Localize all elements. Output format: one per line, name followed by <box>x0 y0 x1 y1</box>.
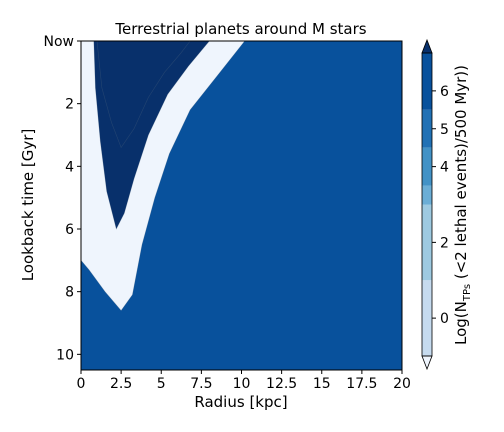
colorbar-tick-label: 5 <box>440 122 449 138</box>
y-axis: Now 2 4 6 8 10 <box>44 34 81 363</box>
colorbar-segment <box>422 280 432 356</box>
colorbar-segment <box>422 204 432 281</box>
colorbar-segment <box>422 185 432 205</box>
y-tick-label: 2 <box>65 97 74 113</box>
colorbar-ticks: 0 2 4 5 6 <box>432 84 449 327</box>
colorbar-tick-label: 0 <box>440 311 449 327</box>
y-tick-label: 6 <box>65 222 74 238</box>
colorbar-label-subscript: TPs <box>462 284 473 302</box>
x-tick-label: 2.5 <box>110 376 132 392</box>
y-tick-label: Now <box>44 34 75 50</box>
colorbar-label-suffix: (<2 lethal events)/500 Myr)) <box>452 65 470 284</box>
x-tick-label: 7.5 <box>190 376 212 392</box>
x-tick-label: 20 <box>393 376 411 392</box>
colorbar-tick-label: 4 <box>440 160 449 176</box>
plot-area <box>80 40 403 371</box>
colorbar <box>421 38 433 371</box>
colorbar-segment <box>422 53 432 110</box>
colorbar-segment <box>422 109 432 148</box>
x-tick-label: 5 <box>157 376 166 392</box>
y-axis-label: Lookback time [Gyr] <box>19 129 37 282</box>
colorbar-label: Log(NTPs (<2 lethal events)/500 Myr)) <box>452 65 473 345</box>
y-tick-label: 4 <box>65 159 74 175</box>
colorbar-tick-label: 2 <box>440 235 449 251</box>
x-tick-label: 15 <box>313 376 331 392</box>
contour-level-10 <box>96 40 191 149</box>
x-axis-label: Radius [kpc] <box>194 393 287 411</box>
x-axis: 0 2.5 5 7.5 10 12.5 15 17.5 20 <box>77 370 411 392</box>
x-tick-label: 12.5 <box>266 376 297 392</box>
x-tick-label: 17.5 <box>346 376 377 392</box>
colorbar-frame <box>421 52 433 357</box>
x-tick-label: 10 <box>233 376 251 392</box>
colorbar-tick-label: 6 <box>440 84 449 100</box>
y-tick-label: 8 <box>65 285 74 301</box>
y-tick-label: 10 <box>56 347 74 363</box>
x-tick-label: 0 <box>77 376 86 392</box>
chart-title: Terrestrial planets around M stars <box>114 20 366 38</box>
colorbar-segment <box>422 147 432 186</box>
colorbar-label-prefix: Log(N <box>452 301 470 345</box>
